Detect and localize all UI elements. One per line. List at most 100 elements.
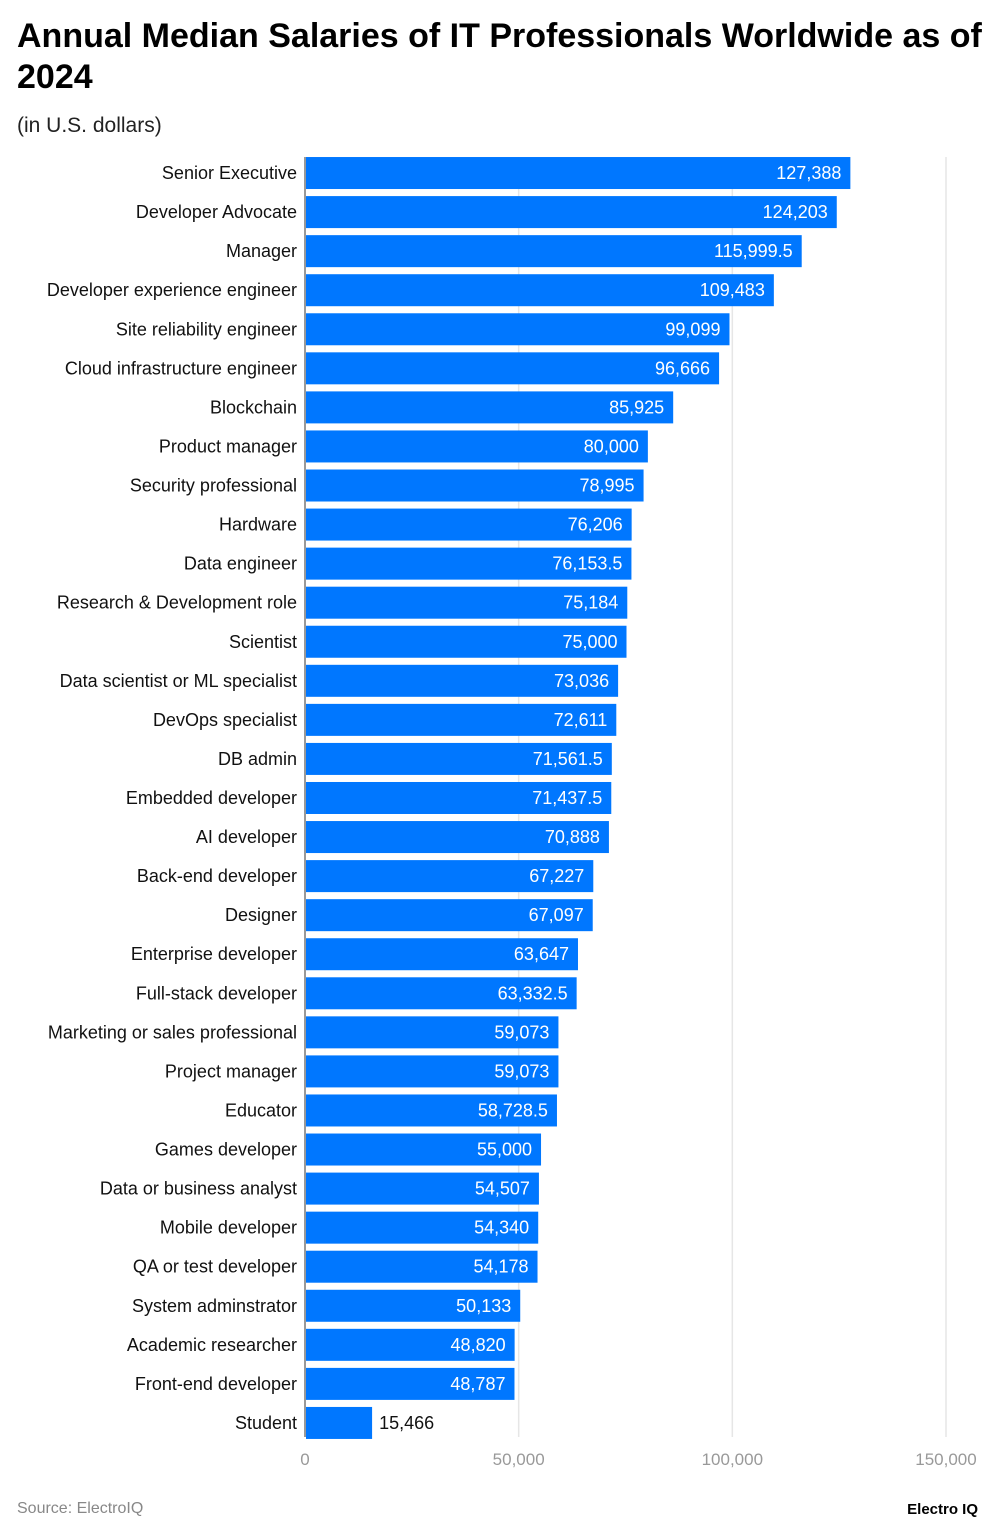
data-label: 55,000	[477, 1140, 532, 1160]
bar	[306, 1211, 539, 1244]
category-label: Academic researcher	[127, 1335, 297, 1355]
bar	[306, 821, 609, 854]
data-label: 99,099	[665, 319, 720, 339]
bar	[306, 1289, 521, 1322]
data-label: 59,073	[494, 1022, 549, 1042]
x-tick-label: 100,000	[702, 1450, 763, 1469]
data-label: 48,820	[451, 1335, 506, 1355]
bar	[306, 1094, 557, 1127]
bar	[306, 313, 730, 346]
chart-title: Annual Median Salaries of IT Professiona…	[17, 17, 982, 96]
bar	[306, 1172, 539, 1205]
brand-logo: Electro IQ	[907, 1501, 978, 1518]
data-label: 73,036	[554, 671, 609, 691]
bar	[306, 742, 612, 775]
bar	[306, 781, 612, 814]
bar	[306, 157, 851, 190]
category-label: Security professional	[130, 476, 297, 496]
category-label: Product manager	[159, 436, 297, 456]
data-label: 15,466	[379, 1413, 434, 1433]
data-label: 78,995	[580, 476, 635, 496]
data-label: 76,153.5	[552, 554, 622, 574]
bar	[306, 469, 644, 502]
data-label: 63,332.5	[498, 983, 568, 1003]
bar	[306, 938, 578, 971]
data-label: 71,561.5	[533, 749, 603, 769]
x-tick-label: 50,000	[493, 1450, 545, 1469]
category-label: DB admin	[218, 749, 297, 769]
data-label: 115,999.5	[714, 241, 793, 261]
bar	[306, 391, 674, 424]
category-label: Project manager	[165, 1061, 297, 1081]
bar	[306, 1016, 559, 1049]
category-label: Manager	[226, 241, 297, 261]
category-label: Data or business analyst	[100, 1179, 297, 1199]
category-label: AI developer	[196, 827, 297, 847]
data-label: 72,611	[554, 710, 608, 730]
data-label: 80,000	[584, 436, 639, 456]
category-label: System adminstrator	[132, 1296, 297, 1316]
category-label: Full-stack developer	[136, 983, 297, 1003]
data-label: 59,073	[494, 1061, 549, 1081]
category-label: Enterprise developer	[131, 944, 297, 964]
data-label: 85,925	[609, 397, 664, 417]
category-label: Embedded developer	[126, 788, 297, 808]
bar	[306, 977, 577, 1010]
bar	[306, 235, 802, 268]
category-label: Front-end developer	[135, 1374, 297, 1394]
bar	[306, 274, 774, 307]
data-label: 67,227	[529, 866, 584, 886]
category-label: QA or test developer	[133, 1257, 297, 1277]
category-label: Games developer	[155, 1140, 297, 1160]
category-label: Hardware	[219, 515, 297, 535]
data-label: 50,133	[456, 1296, 511, 1316]
category-label: Marketing or sales professional	[48, 1022, 297, 1042]
category-label: Cloud infrastructure engineer	[65, 358, 297, 378]
data-label: 54,340	[474, 1218, 529, 1238]
bar	[306, 196, 837, 229]
category-label: Developer experience engineer	[47, 280, 297, 300]
bar	[306, 1328, 515, 1361]
data-label: 124,203	[763, 202, 828, 222]
category-label: Educator	[225, 1100, 297, 1120]
category-label: Blockchain	[210, 397, 297, 417]
data-label: 54,507	[475, 1179, 530, 1199]
bar	[306, 664, 619, 697]
bar	[306, 508, 632, 541]
data-label: 54,178	[473, 1257, 528, 1277]
bar	[306, 430, 648, 463]
category-label: Back-end developer	[137, 866, 297, 886]
data-label: 109,483	[700, 280, 765, 300]
category-label: Site reliability engineer	[116, 319, 297, 339]
category-label: Student	[235, 1413, 297, 1433]
data-label: 127,388	[776, 163, 841, 183]
chart-subtitle: (in U.S. dollars)	[17, 114, 162, 137]
bar	[306, 860, 594, 893]
category-label: Developer Advocate	[136, 202, 297, 222]
data-label: 76,206	[568, 515, 623, 535]
category-label: Research & Development role	[57, 593, 297, 613]
source-note: Source: ElectroIQ	[17, 1500, 144, 1517]
bar	[306, 1133, 542, 1166]
category-label: Data engineer	[184, 554, 297, 574]
data-label: 48,787	[450, 1374, 505, 1394]
category-label: Senior Executive	[162, 163, 297, 183]
data-label: 96,666	[655, 358, 710, 378]
data-label: 75,184	[563, 593, 618, 613]
bar	[306, 1250, 538, 1283]
x-tick-label: 0	[300, 1450, 309, 1469]
bar	[306, 703, 617, 736]
data-label: 71,437.5	[532, 788, 602, 808]
data-label: 58,728.5	[478, 1100, 548, 1120]
bar	[306, 899, 593, 932]
bar	[306, 625, 627, 658]
data-label: 70,888	[545, 827, 600, 847]
bar	[306, 547, 632, 580]
data-label: 63,647	[514, 944, 569, 964]
bar	[306, 352, 720, 385]
bar	[306, 1406, 373, 1439]
bar	[306, 586, 628, 619]
category-label: Data scientist or ML specialist	[60, 671, 297, 691]
